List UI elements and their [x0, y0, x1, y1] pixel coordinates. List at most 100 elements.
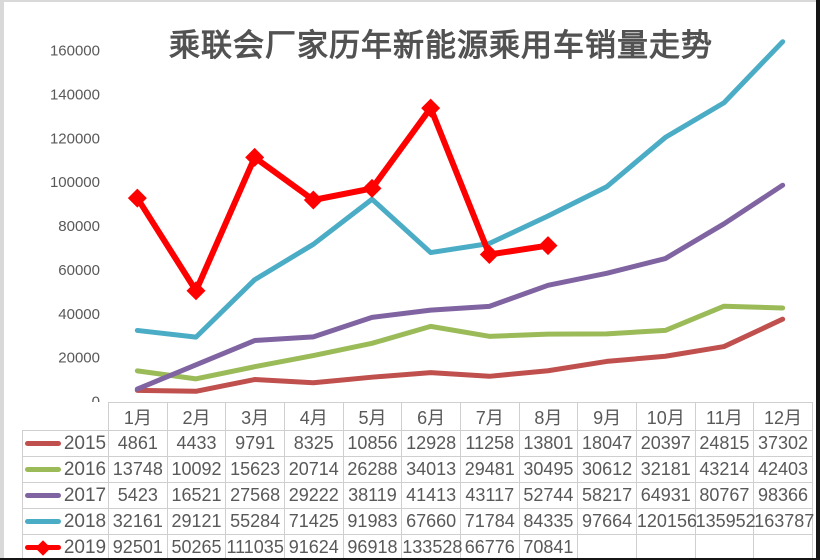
table-row-2017: 2017 5423 16521 27568 29222 38119 41413 43117 52… — [22, 482, 813, 509]
month-header-cell: 6月 — [401, 402, 461, 431]
top-border — [0, 0, 820, 2]
value-cell: 15623 — [225, 456, 285, 483]
value-cell: 58217 — [577, 482, 637, 509]
y-tick-label: 60000 — [58, 262, 100, 279]
value-cell: 11258 — [459, 430, 520, 457]
value-cell: 111035 — [225, 534, 285, 560]
value-cell: 42403 — [753, 456, 813, 483]
data-point-marker-2019 — [421, 98, 441, 118]
left-border — [0, 0, 4, 560]
data-point-marker-2019 — [479, 245, 499, 265]
value-cell: 64931 — [635, 482, 696, 509]
value-cell: 26288 — [342, 456, 403, 483]
month-header-cell: 9月 — [577, 402, 637, 431]
value-cell: 91983 — [342, 508, 403, 535]
month-header-cell: 3月 — [225, 402, 285, 431]
month-header-cell: 11月 — [694, 402, 755, 431]
data-table: 1月 2月 3月 4月 5月 6月 7月 8月 9月 10月 11月 12月 2015 4861 4433… — [22, 402, 814, 560]
value-cell: 163787 — [753, 508, 814, 535]
month-header-cell: 5月 — [342, 402, 403, 431]
value-cell: 12928 — [401, 430, 461, 457]
value-cell: 97664 — [577, 508, 637, 535]
legend-swatch-2016 — [24, 467, 61, 472]
value-cell: 13748 — [108, 456, 168, 483]
line-chart-plot: 0 20000 40000 60000 80000 100000 120000 140000 1… — [50, 39, 786, 403]
y-tick-label: 100000 — [50, 174, 100, 191]
value-cell — [753, 534, 813, 560]
value-cell: 27568 — [225, 482, 285, 509]
value-cell: 43214 — [694, 456, 755, 483]
value-cell: 133528 — [401, 534, 462, 560]
legend-cell-2015: 2015 — [22, 430, 109, 457]
value-cell: 9791 — [225, 430, 285, 457]
year-label: 2016 — [63, 458, 107, 480]
value-cell: 38119 — [342, 482, 403, 509]
legend-swatch-2018 — [24, 519, 61, 524]
month-header-cell: 7月 — [459, 402, 520, 431]
legend-diamond-icon — [35, 539, 51, 556]
chart-title: 乘联会厂家历年新能源乘用车销量走势 — [169, 28, 713, 63]
value-cell — [694, 534, 755, 560]
y-tick-label: 40000 — [58, 306, 100, 323]
data-point-marker-2019 — [303, 190, 323, 210]
header-spacer-cell — [23, 403, 109, 431]
value-cell: 30495 — [518, 456, 579, 483]
data-point-marker-2019 — [245, 147, 265, 167]
legend-cell-2016: 2016 — [22, 456, 109, 483]
value-cell — [577, 534, 637, 560]
value-cell: 4861 — [108, 430, 168, 457]
y-tick-label: 140000 — [50, 86, 100, 103]
y-tick-label: 20000 — [58, 350, 100, 367]
legend-cell-2017: 2017 — [22, 482, 109, 509]
legend-cell-2018: 2018 — [22, 508, 109, 535]
value-cell: 66776 — [459, 534, 520, 560]
right-border — [816, 0, 820, 560]
legend-cell-2019: 2019 — [22, 534, 109, 560]
value-cell: 120156 — [635, 508, 697, 535]
value-cell: 20397 — [635, 430, 696, 457]
value-cell: 135952 — [694, 508, 756, 535]
value-cell: 5423 — [108, 482, 168, 509]
value-cell: 20714 — [283, 456, 344, 483]
month-header-cell: 10月 — [635, 402, 696, 431]
value-cell: 70841 — [518, 534, 579, 560]
value-cell: 8325 — [283, 430, 344, 457]
value-cell: 55284 — [225, 508, 285, 535]
year-label: 2015 — [63, 432, 107, 454]
year-label: 2019 — [63, 536, 107, 558]
legend-swatch-2015 — [24, 441, 61, 446]
data-point-marker-2019 — [538, 236, 558, 256]
value-cell: 10092 — [166, 456, 227, 483]
month-header-cell: 8月 — [518, 402, 579, 431]
month-header-cell: 4月 — [283, 402, 344, 431]
value-cell: 34013 — [401, 456, 461, 483]
legend-swatch-2017 — [24, 493, 61, 498]
value-cell: 84335 — [518, 508, 579, 535]
table-row-2015: 2015 4861 4433 9791 8325 10856 12928 11258 13801… — [22, 430, 813, 457]
table-row-2019: 2019 92501 50265 111035 91624 96918 133528 6677… — [22, 534, 813, 560]
value-cell: 71425 — [283, 508, 344, 535]
y-tick-label: 160000 — [50, 43, 100, 60]
value-cell: 30612 — [577, 456, 637, 483]
series-line-2018 — [134, 39, 786, 340]
table-header: 1月 2月 3月 4月 5月 6月 7月 8月 9月 10月 11月 12月 — [23, 402, 813, 431]
value-cell: 37302 — [753, 430, 813, 457]
value-cell — [635, 534, 696, 560]
value-cell: 50265 — [166, 534, 227, 560]
value-cell: 67660 — [401, 508, 461, 535]
year-label: 2017 — [63, 484, 107, 506]
value-cell: 52744 — [518, 482, 579, 509]
data-point-marker-2019 — [127, 188, 147, 208]
month-header-cell: 1月 — [108, 402, 168, 431]
series-line-2017 — [134, 182, 786, 392]
month-header-row: 1月 2月 3月 4月 5月 6月 7月 8月 9月 10月 11月 12月 — [23, 402, 813, 431]
value-cell: 10856 — [342, 430, 403, 457]
value-cell: 92501 — [108, 534, 168, 560]
value-cell: 13801 — [518, 430, 579, 457]
value-cell: 29481 — [459, 456, 520, 483]
table-row-2016: 2016 13748 10092 15623 20714 26288 34013 29481 3… — [22, 456, 813, 483]
value-cell: 29222 — [283, 482, 344, 509]
value-cell: 43117 — [459, 482, 520, 509]
data-point-marker-2019 — [186, 281, 206, 301]
